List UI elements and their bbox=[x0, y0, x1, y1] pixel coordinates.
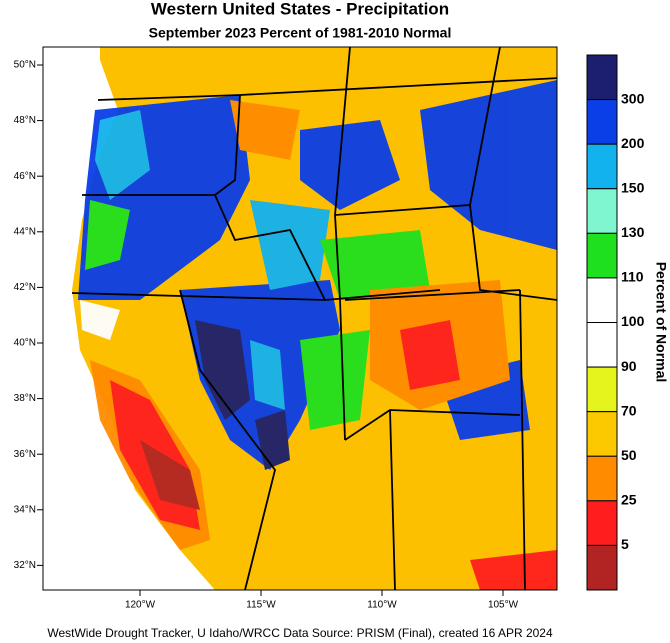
legend-swatch bbox=[586, 277, 618, 323]
legend-swatch bbox=[586, 455, 618, 502]
lat-label: 36°N bbox=[14, 449, 36, 460]
lat-label: 46°N bbox=[14, 171, 36, 182]
legend-label: 300 bbox=[621, 90, 645, 106]
lat-label: 40°N bbox=[14, 338, 36, 349]
lat-label: 38°N bbox=[14, 393, 36, 404]
legend-label: 70 bbox=[621, 402, 637, 418]
legend-label: 130 bbox=[621, 224, 645, 240]
legend-label: 200 bbox=[621, 135, 645, 151]
legend-swatch bbox=[586, 366, 618, 413]
lon-label: 105°W bbox=[488, 600, 519, 611]
lon-label: 110°W bbox=[367, 600, 397, 611]
map bbox=[43, 47, 557, 590]
legend-swatch bbox=[586, 99, 618, 145]
lat-label: 42°N bbox=[14, 282, 36, 293]
legend-label: 90 bbox=[621, 358, 637, 374]
legend-swatch bbox=[586, 143, 618, 190]
legend-swatch bbox=[586, 544, 618, 591]
legend-label: 150 bbox=[621, 179, 645, 195]
precip-patches bbox=[78, 80, 557, 590]
lon-label: 120°W bbox=[125, 600, 156, 611]
state-borders bbox=[71, 47, 557, 590]
lat-label: 48°N bbox=[14, 115, 36, 126]
legend-swatch bbox=[586, 411, 618, 457]
legend-label: 25 bbox=[621, 492, 637, 508]
legend-swatch bbox=[586, 54, 618, 101]
legend-label: 110 bbox=[621, 269, 644, 285]
legend-swatch bbox=[586, 322, 618, 368]
subtitle: September 2023 Percent of 1981-2010 Norm… bbox=[149, 25, 452, 41]
title: Western United States - Precipitation bbox=[151, 0, 449, 18]
legend-swatch bbox=[586, 188, 618, 234]
legend-swatch bbox=[586, 500, 618, 546]
legend-swatch bbox=[586, 232, 618, 279]
legend-label: 100 bbox=[621, 313, 645, 329]
footer: WestWide Drought Tracker, U Idaho/WRCC D… bbox=[47, 626, 553, 640]
lat-label: 32°N bbox=[14, 560, 36, 571]
lat-label: 34°N bbox=[14, 504, 36, 515]
lon-label: 115°W bbox=[246, 600, 276, 611]
lat-label: 50°N bbox=[14, 60, 36, 71]
lat-label: 44°N bbox=[14, 226, 36, 237]
legend-label: 50 bbox=[621, 447, 637, 463]
legend-title: Percent of Normal bbox=[653, 262, 669, 383]
legend-label: 5 bbox=[621, 536, 629, 552]
map-frame bbox=[42, 46, 558, 591]
